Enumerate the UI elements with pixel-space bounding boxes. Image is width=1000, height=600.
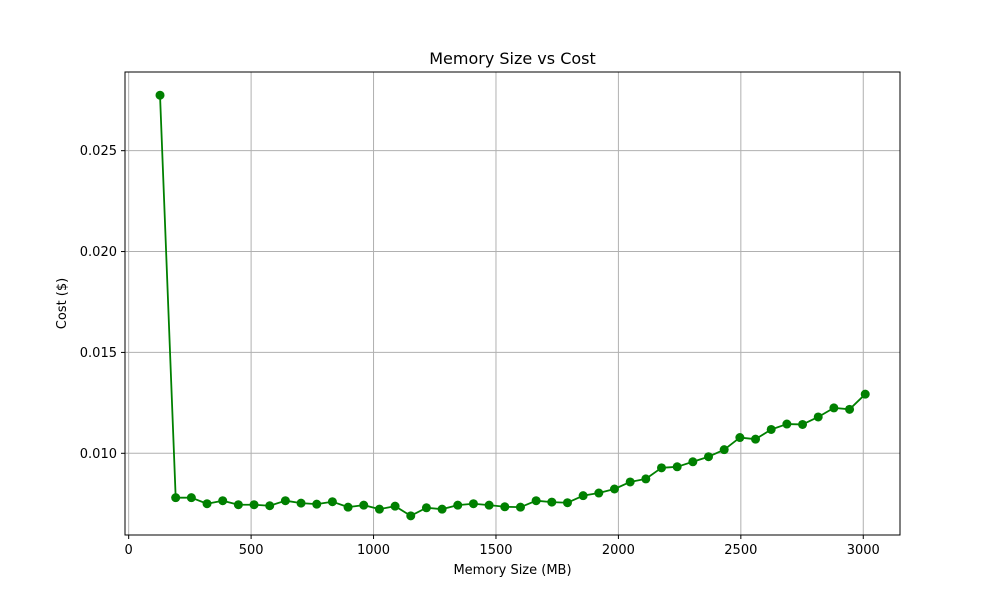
data-point: [249, 500, 259, 510]
data-point: [327, 497, 337, 507]
y-tick-label: 0.010: [80, 447, 117, 462]
data-point: [562, 498, 572, 508]
data-point: [406, 511, 416, 521]
data-point: [343, 502, 353, 512]
data-point: [688, 457, 698, 467]
x-axis-label: Memory Size (MB): [453, 563, 571, 578]
data-point: [704, 452, 714, 462]
data-point: [171, 493, 181, 503]
data-point: [500, 502, 510, 512]
plot-frame: [124, 71, 901, 536]
y-tick-label: 0.025: [80, 144, 117, 159]
data-point: [829, 403, 839, 413]
x-tick-label: 1500: [479, 543, 512, 558]
x-tick-label: 0: [125, 543, 133, 558]
data-point: [641, 474, 651, 484]
y-tick-label: 0.020: [80, 245, 117, 260]
data-point: [578, 491, 588, 501]
chart-title: Memory Size vs Cost: [429, 49, 596, 68]
data-point: [484, 500, 494, 510]
data-point: [390, 501, 400, 511]
data-point: [657, 463, 667, 473]
data-point: [609, 484, 619, 494]
x-tick-label: 2500: [724, 543, 757, 558]
y-tick-label: 0.015: [80, 346, 117, 361]
data-point: [265, 501, 275, 511]
y-axis-label: Cost ($): [55, 278, 70, 329]
data-point: [218, 496, 228, 506]
data-point: [735, 433, 745, 443]
data-point: [312, 499, 322, 509]
data-point: [547, 497, 557, 507]
x-tick-label: 500: [239, 543, 264, 558]
data-point: [719, 445, 729, 455]
data-point: [531, 496, 541, 506]
data-point: [860, 389, 870, 399]
x-tick-label: 3000: [847, 543, 880, 558]
data-point: [186, 493, 196, 503]
data-point: [845, 404, 855, 414]
data-point: [751, 434, 761, 444]
series-line: [159, 95, 866, 517]
data-point: [155, 90, 165, 100]
data-point: [359, 500, 369, 510]
data-point: [594, 488, 604, 498]
x-tick-label: 1000: [357, 543, 390, 558]
series-layer: [155, 90, 870, 521]
data-point: [813, 412, 823, 422]
data-point: [202, 499, 212, 509]
data-point: [421, 503, 431, 513]
data-point: [374, 504, 384, 514]
data-point: [280, 496, 290, 506]
data-point: [453, 500, 463, 510]
data-point: [798, 419, 808, 429]
data-point: [296, 498, 306, 508]
tick-layer: 0 500 1000 1500 2000 2500 3000 0.010 0.015 0.020 0…: [80, 144, 880, 558]
data-point: [437, 504, 447, 514]
data-point: [672, 462, 682, 472]
data-point: [766, 424, 776, 434]
data-point: [625, 477, 635, 487]
x-tick-label: 2000: [602, 543, 635, 558]
grid-layer: [125, 72, 900, 535]
data-point: [515, 502, 525, 512]
data-point: [233, 500, 243, 510]
data-point: [782, 419, 792, 429]
data-point: [468, 499, 478, 509]
